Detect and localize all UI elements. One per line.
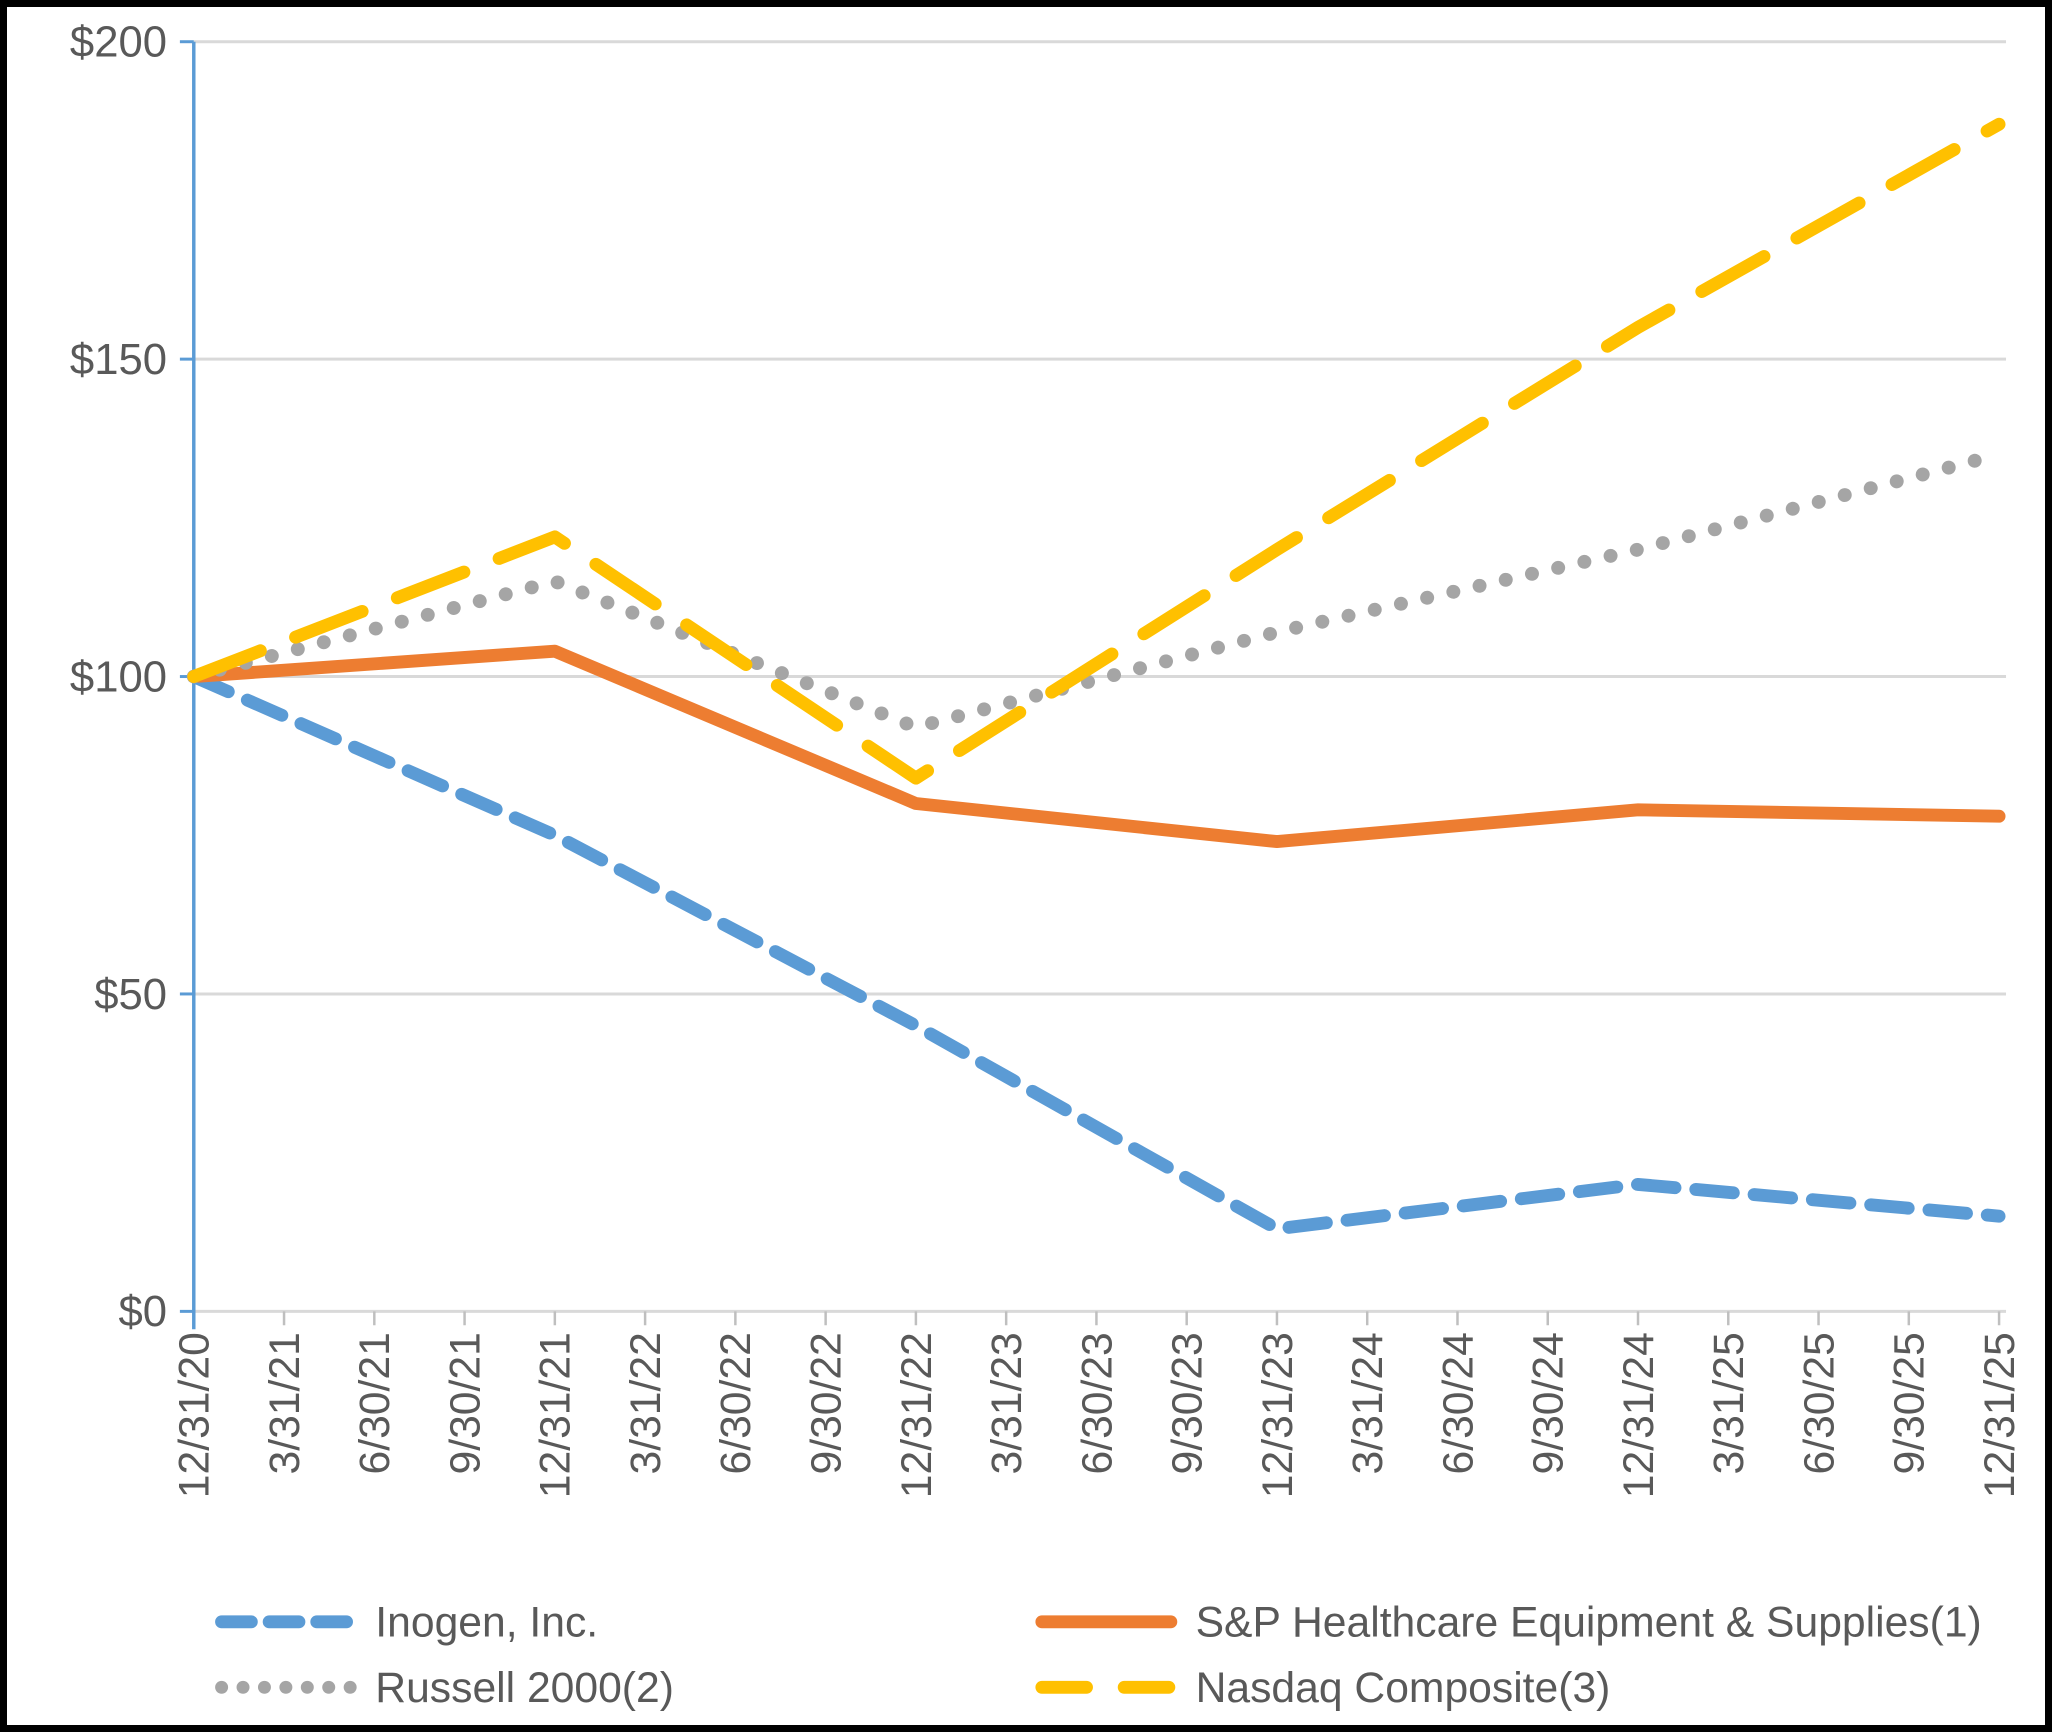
x-axis-label-6-30-22: 6/30/22 bbox=[712, 1332, 760, 1474]
x-axis-label-3-31-23: 3/31/23 bbox=[983, 1332, 1031, 1474]
y-axis-label-200: $200 bbox=[70, 18, 167, 67]
x-axis-label-3-31-25: 3/31/25 bbox=[1705, 1332, 1753, 1474]
x-axis-label-12-31-21: 12/31/21 bbox=[532, 1332, 580, 1498]
x-axis-label-12-31-23: 12/31/23 bbox=[1254, 1332, 1302, 1498]
legend-item-russell-2000-2: Russell 2000(2) bbox=[215, 1664, 674, 1712]
x-axis-label-9-30-22: 9/30/22 bbox=[803, 1332, 851, 1474]
x-axis-label-9-30-23: 9/30/23 bbox=[1164, 1332, 1212, 1474]
x-axis-label-3-31-24: 3/31/24 bbox=[1344, 1332, 1392, 1474]
y-axis-label-0: $0 bbox=[118, 1287, 167, 1336]
y-axis-label-150: $150 bbox=[70, 335, 167, 384]
x-axis-label-6-30-24: 6/30/24 bbox=[1434, 1332, 1482, 1474]
legend-label-russell-2000-2: Russell 2000(2) bbox=[375, 1664, 674, 1712]
x-axis-label-12-31-25: 12/31/25 bbox=[1976, 1332, 2024, 1498]
x-axis-label-12-31-22: 12/31/22 bbox=[893, 1332, 941, 1498]
y-axis-label-100: $100 bbox=[70, 652, 167, 701]
y-axis-label-50: $50 bbox=[94, 970, 167, 1019]
series-line-s-p-healthcare-equipment-supplies-1 bbox=[187, 644, 2006, 849]
series-line-inogen-inc bbox=[187, 670, 2006, 1236]
x-axis-label-6-30-25: 6/30/25 bbox=[1795, 1332, 1843, 1474]
x-axis-label-3-31-21: 3/31/21 bbox=[261, 1332, 309, 1474]
x-axis-label-12-31-20: 12/31/20 bbox=[171, 1332, 219, 1498]
stock-performance-line-chart: $0 $50 $100 $150 $200 12/31/20 3/31/21 6/30/21 9… bbox=[70, 18, 2024, 1713]
x-axis-label-3-31-22: 3/31/22 bbox=[622, 1332, 670, 1474]
legend-label-s-p-healthcare-equipment-supplies-1: S&P Healthcare Equipment & Supplies(1) bbox=[1196, 1599, 1982, 1647]
x-axis-label-9-30-25: 9/30/25 bbox=[1886, 1332, 1934, 1474]
x-axis-label-6-30-21: 6/30/21 bbox=[351, 1332, 399, 1474]
x-axis-label-6-30-23: 6/30/23 bbox=[1073, 1332, 1121, 1474]
x-axis-label-9-30-24: 9/30/24 bbox=[1525, 1332, 1573, 1474]
series-line-nasdaq-composite-3 bbox=[187, 117, 2006, 785]
x-axis-label-12-31-24: 12/31/24 bbox=[1615, 1332, 1663, 1498]
x-axis-label-9-30-21: 9/30/21 bbox=[441, 1332, 489, 1474]
legend-label-inogen-inc: Inogen, Inc. bbox=[375, 1599, 598, 1647]
legend-item-s-p-healthcare-equipment-supplies-1: S&P Healthcare Equipment & Supplies(1) bbox=[1035, 1599, 1982, 1647]
series-line-russell-2000-2 bbox=[186, 447, 2007, 735]
legend-label-nasdaq-composite-3: Nasdaq Composite(3) bbox=[1196, 1664, 1611, 1712]
legend-item-inogen-inc: Inogen, Inc. bbox=[215, 1599, 598, 1647]
legend-item-nasdaq-composite-3: Nasdaq Composite(3) bbox=[1035, 1664, 1611, 1712]
